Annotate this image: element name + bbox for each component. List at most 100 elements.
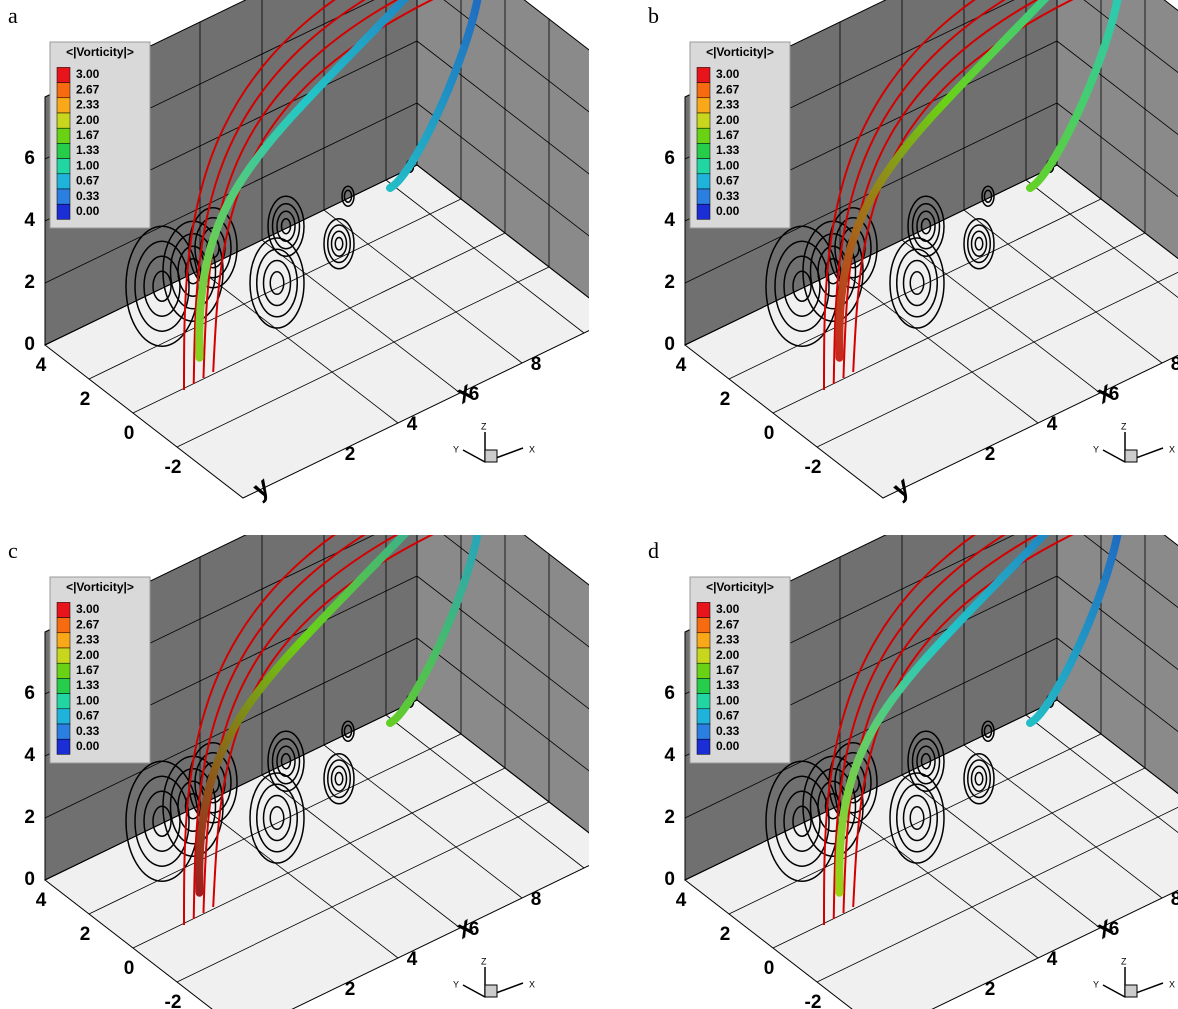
legend-swatch [57, 98, 70, 113]
legend-label: 1.67 [716, 128, 740, 142]
triad-axis [463, 450, 485, 462]
legend-swatch [57, 67, 70, 82]
legend-label: 2.33 [716, 633, 740, 647]
legend-label: 0.67 [76, 709, 100, 723]
triad-cube [485, 450, 497, 462]
legend-label: 2.00 [76, 113, 100, 127]
legend-label: 2.33 [76, 633, 100, 647]
panel-label: c [8, 538, 18, 563]
legend-swatch [697, 174, 710, 189]
triad-label: Y [1093, 444, 1099, 454]
y-tick-label: 2 [80, 924, 91, 945]
x-tick-label: 2 [345, 979, 356, 1000]
legend-swatch [697, 739, 710, 754]
legend-label: 0.00 [76, 204, 100, 218]
x-tick-label: 4 [1047, 949, 1058, 970]
z-tick-label: 2 [664, 807, 675, 828]
y-tick-label: 0 [124, 423, 135, 444]
panel-label: b [648, 3, 659, 28]
z-tick-label: 6 [664, 148, 675, 169]
triad-label: Y [453, 444, 459, 454]
x-tick-label: 2 [985, 979, 996, 1000]
legend-label: 1.33 [716, 678, 740, 692]
legend-swatch [697, 678, 710, 693]
legend-label: 3.00 [76, 602, 100, 616]
legend-swatch [697, 67, 710, 82]
y-tick-label: -2 [805, 457, 822, 478]
y-tick-label: -2 [165, 457, 182, 478]
x-tick-label: 8 [1171, 889, 1178, 910]
legend-label: 0.33 [76, 189, 100, 203]
z-tick-label: 0 [24, 869, 35, 890]
y-tick-label: 0 [124, 958, 135, 979]
z-tick-label: 4 [24, 745, 35, 766]
legend-swatch [697, 128, 710, 143]
legend-swatch [697, 633, 710, 648]
triad-cube [485, 985, 497, 997]
legend-label: 1.33 [716, 143, 740, 157]
legend-title: <|Vorticity|> [66, 580, 134, 594]
legend-label: 1.00 [76, 158, 100, 172]
y-tick-label: -2 [165, 992, 182, 1009]
legend-swatch [697, 694, 710, 709]
legend-label: 0.33 [716, 189, 740, 203]
panel-label: d [648, 538, 659, 563]
legend-label: 0.33 [716, 724, 740, 738]
legend-label: 1.33 [76, 143, 100, 157]
legend-title: <|Vorticity|> [706, 45, 774, 59]
triad-cube [1125, 450, 1137, 462]
triad-cube [1125, 985, 1137, 997]
legend-label: 1.00 [716, 158, 740, 172]
triad-label: Z [481, 956, 487, 966]
z-tick-label: 4 [664, 210, 675, 231]
x-tick-label: 4 [1047, 414, 1058, 435]
legend-label: 1.33 [76, 678, 100, 692]
panel: 2468420-20246yx<|Vorticity|>3.002.672.33… [648, 452, 1178, 1009]
y-tick-label: 2 [720, 389, 731, 410]
legend-swatch [697, 602, 710, 617]
triad-axis [1103, 450, 1125, 462]
legend-swatch [57, 678, 70, 693]
legend-label: 2.67 [716, 82, 740, 96]
legend-swatch [57, 204, 70, 219]
legend-swatch [697, 709, 710, 724]
legend-label: 2.33 [716, 98, 740, 112]
z-tick-label: 4 [664, 745, 675, 766]
legend-swatch [697, 724, 710, 739]
legend-swatch [57, 159, 70, 174]
legend-swatch [697, 648, 710, 663]
triad-label: Z [481, 421, 487, 431]
z-tick-label: 0 [24, 334, 35, 355]
legend-swatch [57, 709, 70, 724]
triad-label: Z [1121, 421, 1127, 431]
z-tick-label: 6 [24, 148, 35, 169]
legend-swatch [57, 143, 70, 158]
y-tick-label: 0 [764, 423, 775, 444]
legend-label: 1.67 [76, 663, 100, 677]
z-tick-label: 2 [664, 272, 675, 293]
triad-label: X [529, 979, 535, 989]
legend-swatch [697, 663, 710, 678]
y-tick-label: 2 [720, 924, 731, 945]
legend-swatch [57, 739, 70, 754]
triad-label: X [1169, 444, 1175, 454]
legend-title: <|Vorticity|> [66, 45, 134, 59]
legend-swatch [57, 83, 70, 98]
legend-swatch [57, 663, 70, 678]
y-tick-label: 4 [36, 355, 47, 376]
x-tick-label: 2 [985, 444, 996, 465]
y-tick-label: 4 [676, 890, 687, 911]
legend-swatch [57, 648, 70, 663]
legend-label: 1.00 [716, 693, 740, 707]
figure: 2468420-20246yx<|Vorticity|>3.002.672.33… [0, 0, 1178, 1009]
legend-label: 3.00 [76, 67, 100, 81]
y-tick-label: 4 [36, 890, 47, 911]
y-tick-label: 4 [676, 355, 687, 376]
z-tick-label: 0 [664, 869, 675, 890]
legend-swatch [697, 159, 710, 174]
legend-swatch [57, 174, 70, 189]
legend-label: 3.00 [716, 602, 740, 616]
triad-label: X [529, 444, 535, 454]
z-tick-label: 6 [664, 683, 675, 704]
legend-label: 0.33 [76, 724, 100, 738]
